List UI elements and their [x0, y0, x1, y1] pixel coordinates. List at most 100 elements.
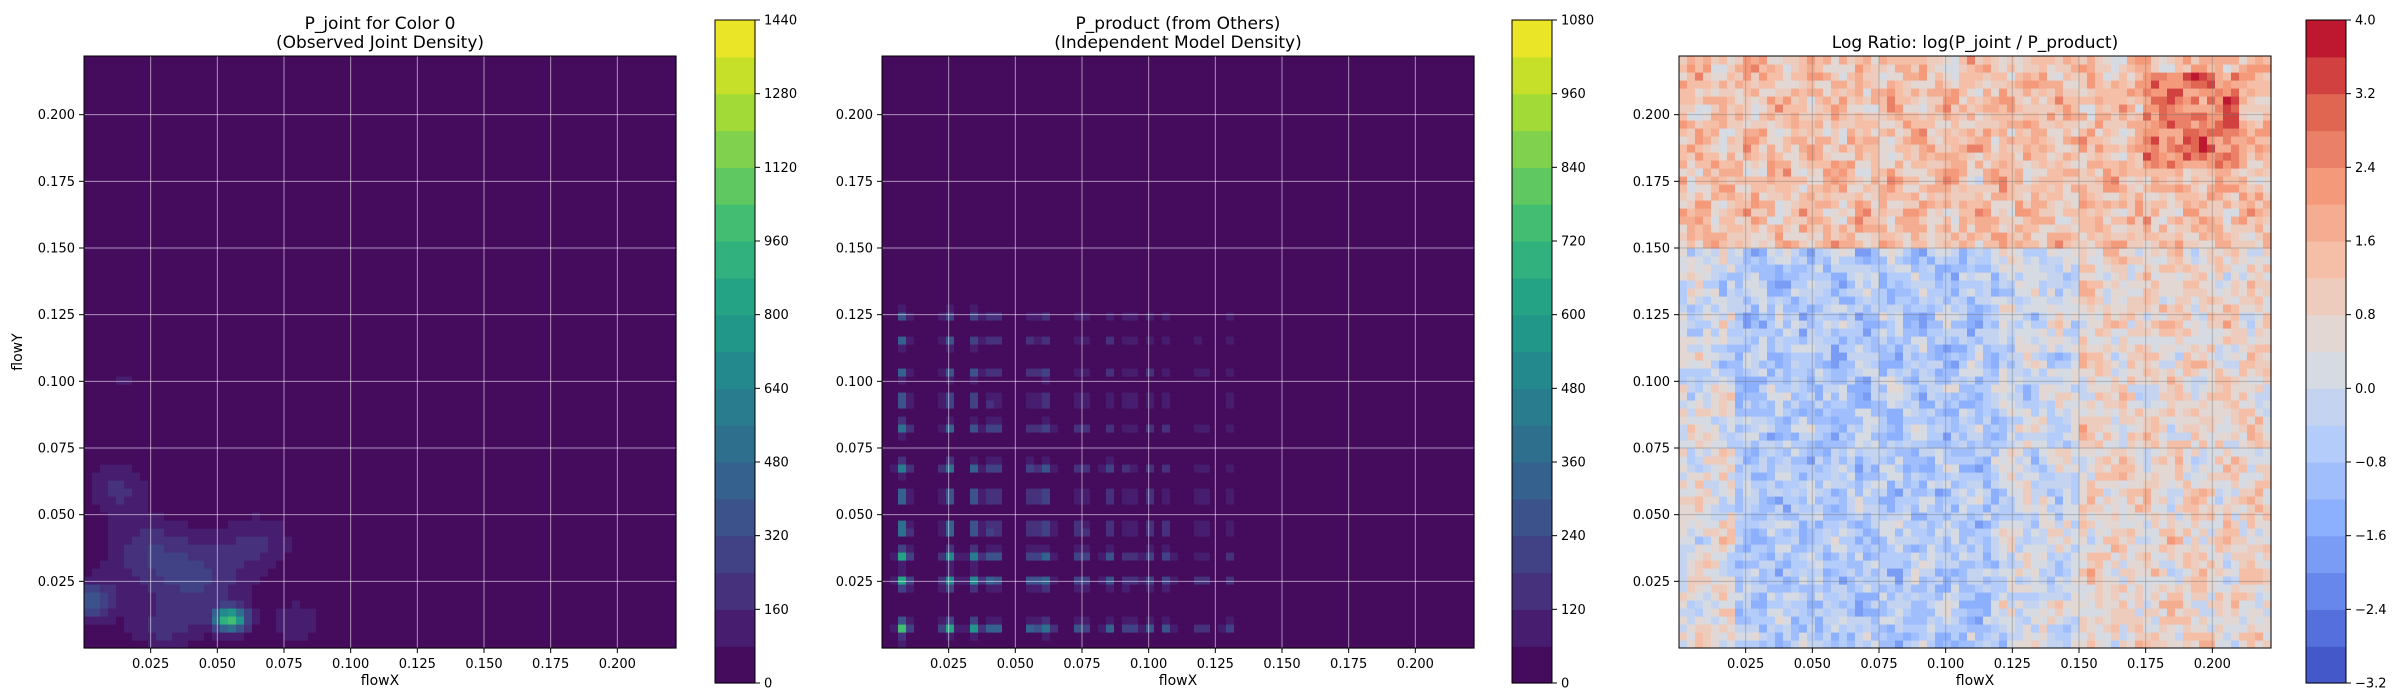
heatmap-cell [308, 520, 317, 529]
heatmap-cell [148, 520, 157, 529]
heatmap-cell [332, 560, 341, 569]
heatmap-cell [420, 432, 429, 441]
heatmap-cell [372, 464, 381, 473]
heatmap-cell [612, 328, 621, 337]
heatmap-cell [540, 616, 549, 625]
heatmap-cell [212, 104, 221, 113]
heatmap-cell [340, 184, 349, 193]
heatmap-cell [124, 56, 133, 65]
heatmap-cell [212, 544, 221, 553]
heatmap-cell [284, 240, 293, 249]
heatmap-cell [420, 392, 429, 401]
heatmap-cell [148, 616, 157, 625]
heatmap-cell [564, 120, 573, 129]
heatmap-cell [444, 120, 453, 129]
heatmap-cell [396, 288, 405, 297]
heatmap-cell [244, 104, 253, 113]
heatmap-cell [372, 336, 381, 345]
heatmap-cell [180, 592, 189, 601]
heatmap-cell [196, 112, 205, 121]
heatmap-cell [452, 56, 461, 65]
heatmap-cell [444, 344, 453, 353]
heatmap-cell [476, 568, 485, 577]
heatmap-cell [324, 432, 333, 441]
heatmap-cell [468, 632, 477, 641]
heatmap-cell [500, 376, 509, 385]
heatmap-cell [156, 328, 165, 337]
heatmap-cell [556, 128, 565, 137]
heatmap-cell [548, 144, 557, 153]
heatmap-cell [452, 328, 461, 337]
heatmap-cell [580, 360, 589, 369]
heatmap-cell [124, 456, 133, 465]
heatmap-cell [604, 96, 613, 105]
heatmap-cell [508, 536, 517, 545]
heatmap-cell [564, 408, 573, 417]
heatmap-cell [452, 552, 461, 561]
heatmap-cell [444, 616, 453, 625]
heatmap-cell [116, 360, 125, 369]
heatmap-cell [532, 280, 541, 289]
heatmap-cell [348, 344, 357, 353]
heatmap-cell [476, 344, 485, 353]
heatmap-cell [452, 80, 461, 89]
heatmap-cell [612, 424, 621, 433]
heatmap-cell [284, 184, 293, 193]
heatmap-cell [620, 480, 629, 489]
heatmap-cell [604, 456, 613, 465]
heatmap-cell [340, 216, 349, 225]
heatmap-cell [180, 304, 189, 313]
heatmap-cell [148, 464, 157, 473]
heatmap-cell [572, 304, 581, 313]
heatmap-cell [428, 112, 437, 121]
heatmap-cell [372, 320, 381, 329]
heatmap-cell [324, 520, 333, 529]
heatmap-cell [596, 288, 605, 297]
heatmap-cell [364, 328, 373, 337]
heatmap-cell [484, 416, 493, 425]
heatmap-cell [420, 168, 429, 177]
heatmap-cell [596, 592, 605, 601]
heatmap-cell [180, 568, 189, 577]
heatmap-cell [172, 248, 181, 257]
heatmap-cell [244, 320, 253, 329]
heatmap-cell [444, 240, 453, 249]
heatmap-cell [244, 120, 253, 129]
heatmap-cell [380, 192, 389, 201]
heatmap-cell [620, 624, 629, 633]
heatmap-cell [284, 600, 293, 609]
heatmap-cell [316, 192, 325, 201]
heatmap-cell [268, 456, 277, 465]
heatmap-cell [364, 552, 373, 561]
heatmap-cell [356, 600, 365, 609]
heatmap-cell [532, 440, 541, 449]
heatmap-cell [460, 528, 469, 537]
heatmap-cell [316, 224, 325, 233]
heatmap-cell [252, 536, 261, 545]
heatmap-cell [532, 216, 541, 225]
heatmap-cell [172, 432, 181, 441]
heatmap-cell [84, 624, 93, 633]
heatmap-cell [420, 504, 429, 513]
heatmap-cell [140, 608, 149, 617]
heatmap-cell [244, 552, 253, 561]
heatmap-cell [236, 264, 245, 273]
heatmap-cell [300, 456, 309, 465]
heatmap-cell [340, 176, 349, 185]
heatmap-cell [476, 520, 485, 529]
heatmap-cell [324, 160, 333, 169]
heatmap-cell [420, 192, 429, 201]
heatmap-cell [116, 536, 125, 545]
heatmap-cell [236, 512, 245, 521]
heatmap-cell [252, 360, 261, 369]
heatmap-cell [428, 600, 437, 609]
heatmap-cell [132, 128, 141, 137]
heatmap-cell [284, 592, 293, 601]
heatmap-cell [156, 592, 165, 601]
heatmap-cell [564, 456, 573, 465]
heatmap-cell [108, 56, 117, 65]
heatmap-cell [116, 176, 125, 185]
heatmap-cell [204, 128, 213, 137]
heatmap-cell [204, 544, 213, 553]
heatmap-cell [316, 104, 325, 113]
